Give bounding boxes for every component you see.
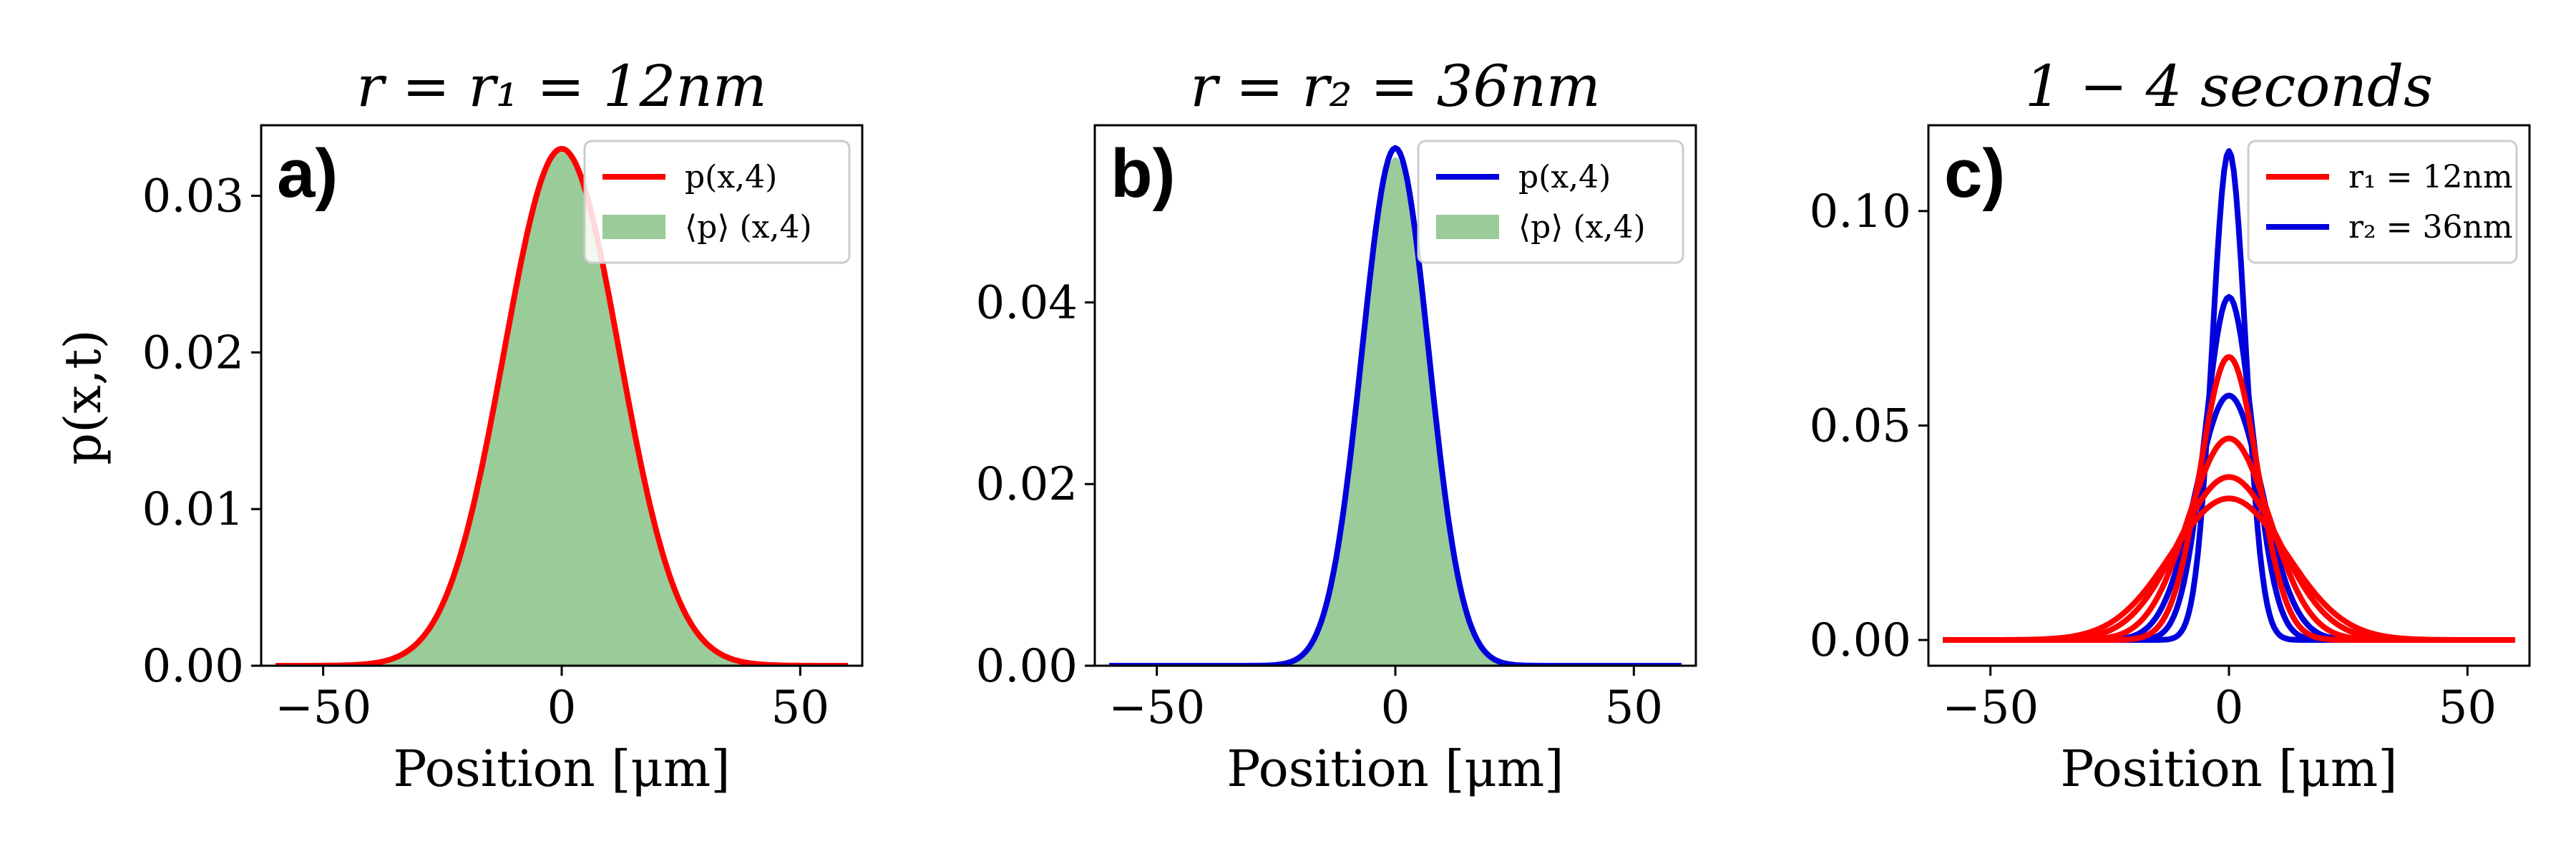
panel-c-label: c) bbox=[1944, 135, 2005, 212]
panel-b-x-tick-label: −50 bbox=[1108, 681, 1205, 734]
panel-a-y-tick-label: 0.01 bbox=[142, 483, 245, 536]
panel-a-legend-swatch bbox=[602, 215, 665, 239]
panel-c-title: 1 − 4 seconds bbox=[2025, 53, 2433, 120]
panel-b: r = r₂ = 36nm −50 0 50 0.00 0.02 0.04 Position… bbox=[976, 53, 1697, 798]
panel-c-x-tick-label: 50 bbox=[2439, 681, 2497, 734]
panel-c-x-axis-title: Position [μm] bbox=[2060, 739, 2397, 798]
panel-b-legend-label: ⟨p⟩ (x,4) bbox=[1518, 209, 1646, 246]
panel-a-y-tick-label: 0.02 bbox=[142, 326, 245, 379]
panel-c-legend-box bbox=[2247, 140, 2518, 264]
panel-b-y-tick-label: 0.00 bbox=[976, 640, 1078, 693]
panel-a-title: r = r₁ = 12nm bbox=[356, 53, 767, 120]
y-axis-title: p(x,t) bbox=[54, 329, 112, 465]
panel-b-legend-swatch bbox=[1436, 215, 1499, 239]
panel-b-y-tick-label: 0.04 bbox=[976, 276, 1078, 329]
panel-b-plot-area bbox=[1108, 145, 1682, 666]
panel-b-x-axis-title: Position [μm] bbox=[1226, 739, 1563, 798]
panel-c-curve-5 bbox=[1942, 435, 2516, 643]
panel-c-x-tick-label: −50 bbox=[1942, 681, 2039, 734]
panel-c-curve-7 bbox=[1942, 495, 2516, 643]
panel-a-y-tick-label: 0.00 bbox=[142, 640, 245, 693]
panel-a-curve-1 bbox=[275, 145, 849, 666]
panel-a-legend-label: p(x,4) bbox=[685, 159, 777, 195]
panel-a-x-tick-label: −50 bbox=[275, 681, 371, 734]
panel-b-fill-area bbox=[1109, 157, 1682, 666]
panel-b-legend: p(x,4) ⟨p⟩ (x,4) bbox=[1417, 140, 1684, 264]
panel-b-title: r = r₂ = 36nm bbox=[1190, 53, 1601, 120]
panel-a-legend: p(x,4) ⟨p⟩ (x,4) bbox=[583, 140, 851, 264]
panel-a-x-tick-label: 0 bbox=[547, 681, 577, 734]
panel-a-y-tick-label: 0.03 bbox=[142, 170, 245, 223]
panel-c-curve-2 bbox=[1942, 293, 2516, 643]
panel-c-x-tick-label: 0 bbox=[2215, 681, 2244, 734]
panel-c: 1 − 4 seconds −50 0 50 0.00 0.05 0.10 Position… bbox=[1810, 53, 2531, 798]
panel-a-x-tick-label: 50 bbox=[771, 681, 829, 734]
panel-b-y-tick-label: 0.02 bbox=[976, 458, 1078, 511]
panel-b-legend-label: p(x,4) bbox=[1518, 159, 1611, 195]
panel-a-fill-area bbox=[275, 152, 848, 666]
panel-c-curve-3 bbox=[1942, 392, 2516, 643]
panel-a-legend-label: ⟨p⟩ (x,4) bbox=[685, 209, 812, 246]
panel-a-x-axis-title: Position [μm] bbox=[393, 739, 730, 798]
panel-c-y-tick-label: 0.10 bbox=[1810, 185, 1912, 238]
panel-c-legend-label: r₁ = 12nm bbox=[2348, 159, 2513, 195]
panel-c-legend-label: r₂ = 36nm bbox=[2348, 209, 2513, 246]
panel-b-x-tick-label: 0 bbox=[1381, 681, 1410, 734]
panel-a-label: a) bbox=[277, 135, 338, 212]
panel-b-x-tick-label: 50 bbox=[1605, 681, 1663, 734]
panel-c-plot-area bbox=[1942, 148, 2516, 643]
panel-c-curve-6 bbox=[1942, 474, 2516, 643]
panel-c-legend: r₁ = 12nm r₂ = 36nm bbox=[2247, 140, 2518, 264]
panel-c-y-tick-label: 0.05 bbox=[1810, 399, 1912, 452]
panel-c-y-tick-label: 0.00 bbox=[1810, 614, 1912, 667]
panel-b-curve-1 bbox=[1108, 145, 1682, 666]
panel-a-plot-area bbox=[275, 145, 849, 666]
panel-b-label: b) bbox=[1111, 135, 1176, 212]
panel-a: r = r₁ = 12nm −50 0 50 0.00 0.01 0.02 0.03 Posi… bbox=[142, 53, 864, 798]
